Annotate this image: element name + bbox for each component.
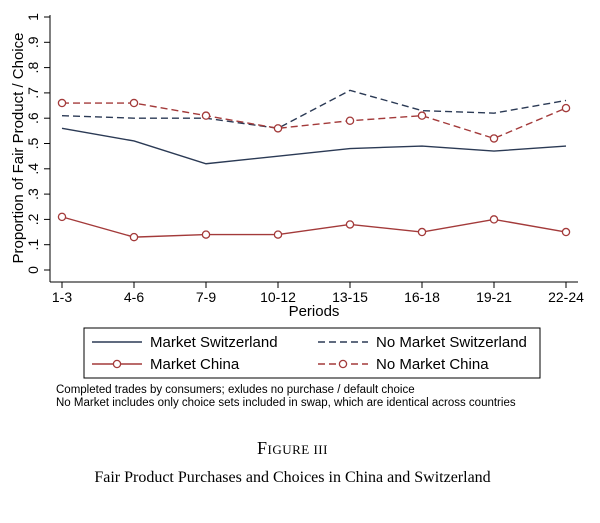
series-market-switzerland (61, 127, 567, 165)
y-tick-label: .9 (25, 36, 41, 48)
data-point (417, 111, 427, 120)
data-point (129, 232, 139, 242)
series-line (62, 102, 567, 140)
y-tick-label: .1 (25, 239, 41, 251)
y-tick-label: .7 (25, 87, 41, 99)
legend-item: Market China (92, 356, 240, 373)
y-axis-ticks: 0 .1 .2 .3 .4 .5 .6 .7 .8 .9 1 (25, 13, 50, 274)
x-tick-label: 1-3 (52, 289, 72, 305)
figure-label-initial: F (257, 438, 268, 458)
series-no-market-switzerland (61, 89, 567, 130)
legend-label: Market Switzerland (150, 334, 278, 351)
legend-item: No Market China (318, 356, 489, 373)
x-tick-label: 4-6 (124, 289, 144, 305)
x-tick-label: 16-18 (404, 289, 440, 305)
legend-items: Market Switzerland No Market Switzerland M… (92, 334, 527, 373)
y-tick-label: .6 (25, 112, 41, 124)
y-tick-label: 1 (25, 13, 41, 21)
data-point (201, 230, 211, 239)
data-point (345, 116, 355, 125)
x-tick-label: 13-15 (332, 289, 368, 305)
series-line (61, 216, 567, 238)
legend: Market Switzerland No Market Switzerland M… (83, 327, 541, 379)
series-market-china (57, 212, 571, 242)
y-tick-label: .3 (25, 188, 41, 200)
data-point (561, 227, 571, 237)
x-tick-label: 19-21 (476, 289, 512, 305)
series-line (61, 127, 567, 165)
data-point (561, 103, 571, 113)
x-tick-label: 7-9 (196, 289, 216, 305)
note-line-2: No Market includes only choice sets incl… (56, 397, 516, 409)
y-tick-label: .2 (25, 213, 41, 225)
figure-label-rest: IGURE III (267, 442, 328, 457)
legend-item: Market Switzerland (92, 334, 278, 351)
legend-label: Market China (150, 356, 240, 373)
data-point (417, 227, 427, 237)
data-point (57, 98, 67, 108)
y-tick-label: 0 (25, 266, 41, 274)
x-axis-title: Periods (289, 303, 340, 320)
data-point (489, 134, 499, 143)
data-point (57, 212, 67, 222)
y-tick-label: .5 (25, 137, 41, 149)
data-point (201, 111, 211, 120)
plot-frame (49, 15, 578, 283)
figure-caption: Fair Product Purchases and Choices in Ch… (94, 469, 491, 486)
figure-label: FIGURE III (0, 438, 585, 459)
note-line-1: Completed trades by consumers; exludes n… (56, 384, 415, 396)
data-point (489, 215, 499, 224)
data-point (273, 230, 283, 239)
y-axis-title: Proportion of Fair Product / Choice (10, 33, 27, 264)
series-layer (57, 89, 571, 242)
x-axis-ticks: 1-3 4-6 7-9 10-12 13-15 16-18 19-21 22-24 (52, 282, 584, 305)
legend-marker (112, 359, 122, 369)
legend-box (83, 327, 541, 379)
x-tick-label: 10-12 (260, 289, 296, 305)
data-point (345, 220, 355, 229)
legend-marker (338, 359, 348, 369)
series-no-market-china (57, 98, 571, 143)
x-tick-label: 22-24 (548, 289, 584, 305)
series-line (61, 89, 567, 130)
y-tick-label: .8 (25, 62, 41, 74)
data-point (273, 124, 283, 133)
legend-label: No Market Switzerland (376, 334, 527, 351)
legend-label: No Market China (376, 356, 489, 373)
line-chart: 0 .1 .2 .3 .4 .5 .6 .7 .8 .9 1 1-3 4-6 7-9 10-12 13-15… (10, 13, 584, 379)
legend-item: No Market Switzerland (318, 334, 527, 351)
y-tick-label: .4 (25, 163, 41, 175)
data-point (129, 98, 139, 108)
